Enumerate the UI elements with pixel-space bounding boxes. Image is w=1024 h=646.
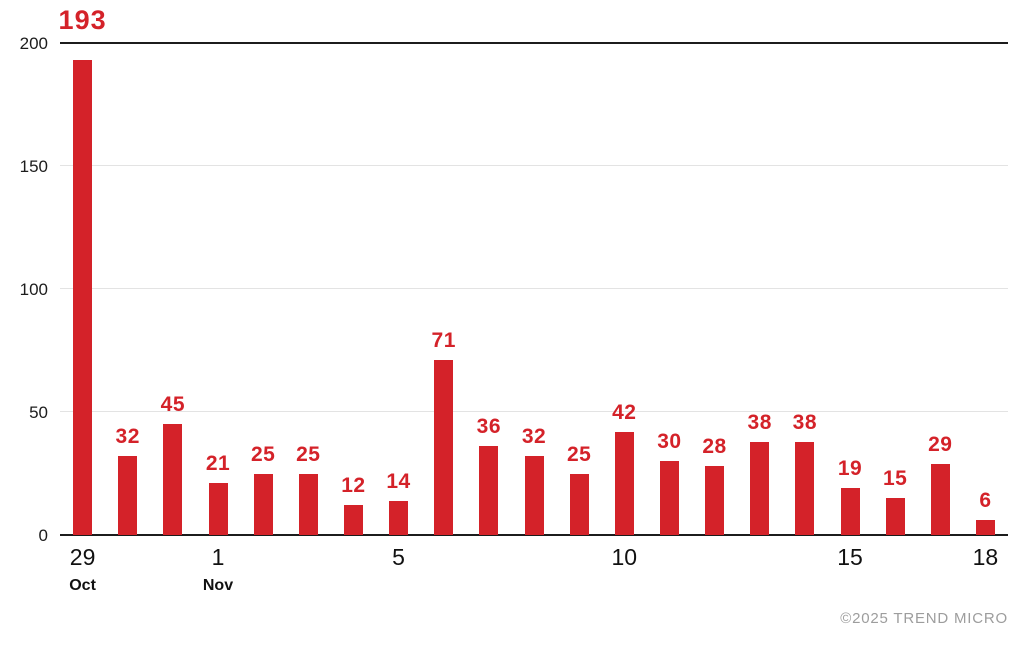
x-tick-label: 5 xyxy=(392,544,405,570)
bar-value-label: 42 xyxy=(612,400,637,424)
x-tick: 18 xyxy=(940,544,1024,570)
bar-value-label: 38 xyxy=(747,410,772,434)
x-tick-sublabel: Nov xyxy=(202,577,234,595)
gridline xyxy=(60,165,1008,166)
y-tick-label: 0 xyxy=(38,526,48,545)
bar-value-label: 38 xyxy=(792,410,818,434)
gridline xyxy=(60,42,1008,44)
bar-value-label: 14 xyxy=(386,469,411,493)
y-tick-label: 100 xyxy=(19,280,48,299)
x-tick-sublabel: Oct xyxy=(69,577,96,595)
gridline xyxy=(60,288,1008,289)
bar xyxy=(253,473,273,535)
bar xyxy=(705,466,725,535)
bar xyxy=(524,456,544,535)
bar xyxy=(885,498,905,535)
bar xyxy=(118,456,138,535)
x-tick: 1 Nov xyxy=(173,544,263,595)
x-tick-label: 29 xyxy=(69,544,96,570)
bar xyxy=(479,446,499,535)
bar xyxy=(750,441,770,535)
x-tick-label: 1 xyxy=(211,544,225,570)
bar xyxy=(975,520,995,535)
bar xyxy=(208,483,228,535)
bar xyxy=(659,461,679,535)
x-axis-line xyxy=(60,534,1008,536)
bar xyxy=(930,463,950,535)
copyright-credit: ©2025 TREND MICRO xyxy=(840,610,1008,627)
bar-value-label: 193 xyxy=(58,5,107,35)
bar xyxy=(389,500,409,535)
x-tick: 5 xyxy=(354,544,444,570)
y-tick-label: 150 xyxy=(19,157,48,176)
bar-value-label: 32 xyxy=(521,425,547,449)
bar-value-label: 21 xyxy=(205,452,231,476)
gridline xyxy=(60,411,1008,412)
bar-value-label: 71 xyxy=(431,329,456,353)
y-axis: 0 50 100 150 200 xyxy=(0,35,48,544)
x-tick: 15 xyxy=(805,544,895,570)
bar-value-label: 25 xyxy=(296,442,321,466)
bar xyxy=(614,431,634,535)
y-tick-label: 50 xyxy=(29,403,48,422)
bar-value-label: 28 xyxy=(702,435,727,459)
bar-value-label: 25 xyxy=(250,442,276,466)
x-tick-label: 15 xyxy=(837,544,863,570)
bar-value-label: 15 xyxy=(882,467,908,491)
x-tick-label: 10 xyxy=(611,544,638,570)
y-tick-label: 200 xyxy=(19,34,48,53)
plot-area: 193 32 45 21 25 25 12 14 71 36 32 25 42 30 28 38 38 19 15 2… xyxy=(59,7,1008,536)
bar-value-label: 25 xyxy=(566,442,592,466)
bar-value-label: 32 xyxy=(115,425,140,449)
bar xyxy=(434,360,454,535)
bar xyxy=(73,60,93,535)
bar xyxy=(298,473,318,535)
bar-value-label: 12 xyxy=(341,474,366,498)
bar xyxy=(840,488,860,535)
x-axis: 29 Oct 1 Nov 5 10 15 18 xyxy=(60,544,1008,615)
bar-value-label: 36 xyxy=(476,415,502,439)
x-tick: 29 Oct xyxy=(38,544,128,595)
x-tick-label: 18 xyxy=(972,544,999,570)
bar-value-label: 6 xyxy=(979,489,992,513)
x-tick: 10 xyxy=(579,544,669,570)
bar-value-label: 30 xyxy=(657,430,682,454)
bar xyxy=(795,441,815,535)
bar xyxy=(569,473,589,535)
bar xyxy=(343,505,363,535)
bar xyxy=(163,424,183,535)
bar-value-label: 19 xyxy=(837,457,863,481)
bar-value-label: 45 xyxy=(160,393,186,417)
bar-value-label: 29 xyxy=(928,432,953,456)
